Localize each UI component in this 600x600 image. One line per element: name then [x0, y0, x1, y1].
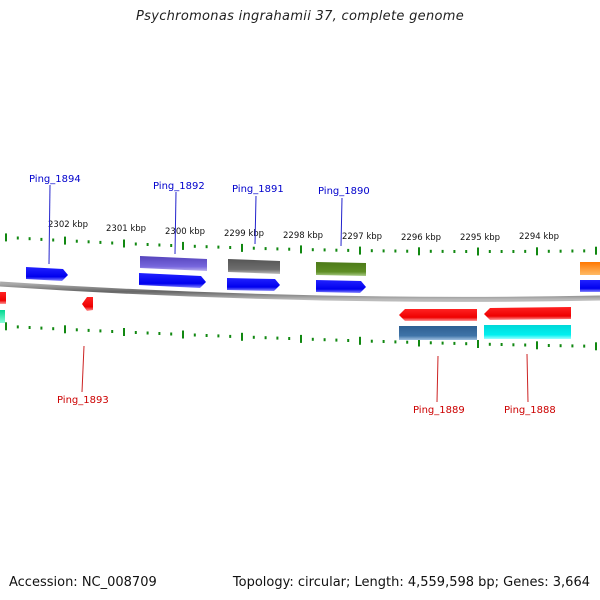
cog-bar[interactable]	[316, 262, 366, 276]
scale-label: 2297 kbp	[342, 232, 382, 242]
scale-label: 2294 kbp	[519, 232, 559, 242]
leader-line	[526, 353, 529, 403]
leader-line	[174, 191, 177, 255]
gene-label-ping-1894[interactable]: Ping_1894	[29, 174, 81, 185]
leader-line	[81, 345, 85, 393]
scale-label: 2302 kbp	[48, 220, 88, 230]
cog-track-top	[140, 256, 600, 276]
scale-label: 2298 kbp	[283, 231, 323, 241]
gene-label-ping-1891[interactable]: Ping_1891	[232, 184, 284, 195]
cog-bar[interactable]	[399, 326, 477, 340]
map-title: Psychromonas ingrahamii 37, complete gen…	[135, 9, 465, 24]
leader-line	[436, 355, 439, 403]
scale-label: 2300 kbp	[165, 227, 205, 237]
gene-labels-bottom: Ping_1893 Ping_1889 Ping_1888	[57, 345, 556, 416]
gene-arrow-ping-1888[interactable]	[484, 307, 571, 320]
gene-labels-top: Ping_1894 Ping_1892 Ping_1891 Ping_1890	[29, 174, 370, 265]
cog-bar[interactable]	[228, 259, 280, 274]
gene-arrow-ping-1892[interactable]	[139, 273, 206, 288]
accession-label: Accession: NC_008709	[9, 575, 157, 590]
leader-line	[340, 197, 343, 247]
gene-label-ping-1888[interactable]: Ping_1888	[504, 405, 556, 416]
cog-bar[interactable]	[580, 262, 600, 275]
reverse-strand-track	[0, 292, 571, 321]
scale-ticks-bottom	[5, 322, 597, 351]
gene-label-ping-1892[interactable]: Ping_1892	[153, 181, 205, 192]
scale-ticks-top	[5, 233, 597, 256]
leader-line	[254, 195, 257, 245]
gene-label-ping-1889[interactable]: Ping_1889	[413, 405, 465, 416]
forward-strand-track	[26, 267, 600, 293]
gene-arrow[interactable]	[580, 280, 600, 292]
scale-labels: 2302 kbp 2301 kbp 2300 kbp 2299 kbp 2298…	[48, 220, 559, 243]
genome-summary: Topology: circular; Length: 4,559,598 bp…	[232, 575, 590, 590]
scale-label: 2301 kbp	[106, 224, 146, 234]
leader-line	[48, 184, 51, 265]
cog-track-bottom	[0, 310, 571, 340]
gene-arrow-ping-1891[interactable]	[227, 278, 280, 291]
gene-arrow[interactable]	[0, 292, 6, 304]
gene-label-ping-1890[interactable]: Ping_1890	[318, 186, 370, 197]
gene-label-ping-1893[interactable]: Ping_1893	[57, 395, 109, 406]
gene-arrow-ping-1893[interactable]	[82, 297, 93, 311]
cog-bar[interactable]	[484, 325, 571, 339]
cog-bar[interactable]	[140, 256, 207, 271]
scale-label: 2299 kbp	[224, 229, 264, 239]
scale-label: 2296 kbp	[401, 233, 441, 243]
genome-backbone	[0, 281, 600, 302]
scale-label: 2295 kbp	[460, 233, 500, 243]
gene-arrow-ping-1894[interactable]	[26, 267, 68, 281]
gene-arrow-ping-1890[interactable]	[316, 280, 366, 293]
cog-bar[interactable]	[0, 310, 5, 323]
gene-arrow-ping-1889[interactable]	[399, 309, 477, 321]
